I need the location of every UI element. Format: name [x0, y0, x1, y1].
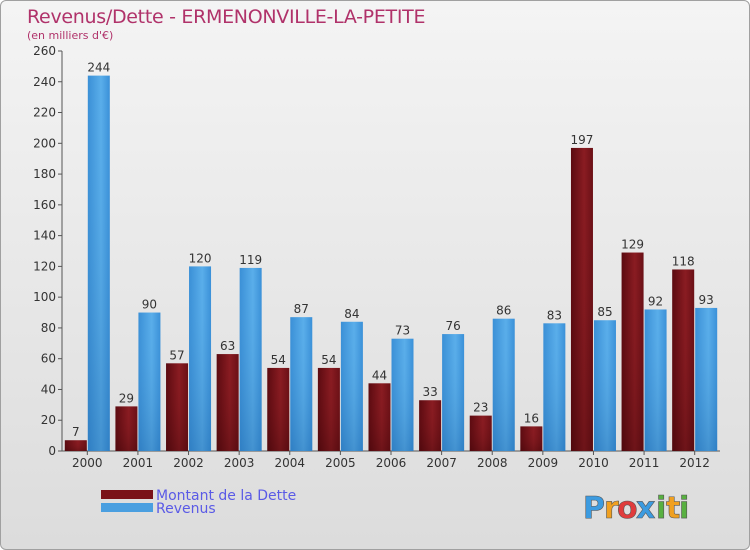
- x-tick-label: 2010: [578, 456, 609, 470]
- logo-letter: x: [636, 491, 655, 526]
- debt-value-label: 44: [372, 368, 387, 382]
- revenue-value-label: 119: [239, 253, 262, 267]
- revenue-value-label: 83: [547, 308, 562, 322]
- y-tick-label: 60: [41, 352, 56, 366]
- revenue-value-label: 84: [344, 307, 359, 321]
- debt-value-label: 197: [571, 133, 594, 147]
- revenue-bar-shade: [290, 317, 313, 451]
- debt-bar-shade: [368, 383, 391, 451]
- debt-value-label: 57: [169, 348, 184, 362]
- y-tick-label: 260: [33, 44, 56, 58]
- x-tick-label: 2005: [325, 456, 356, 470]
- debt-bar-shade: [216, 354, 239, 451]
- revenue-value-label: 90: [142, 298, 157, 312]
- x-tick-label: 2006: [376, 456, 407, 470]
- revenue-value-label: 244: [87, 61, 110, 75]
- x-tick-label: 2007: [426, 456, 457, 470]
- revenue-value-label: 86: [496, 304, 511, 318]
- debt-value-label: 33: [422, 385, 437, 399]
- legend-label-debt: Montant de la Dette: [156, 488, 296, 504]
- x-tick-label: 2011: [629, 456, 660, 470]
- x-tick-label: 2009: [528, 456, 559, 470]
- logo-letter: P: [583, 491, 605, 526]
- revenue-bar-shade: [87, 75, 110, 451]
- revenue-value-label: 93: [699, 293, 714, 307]
- logo-letter: o: [617, 491, 638, 526]
- logo-letter: i: [679, 491, 689, 526]
- y-tick-label: 20: [41, 413, 56, 427]
- x-tick-label: 2012: [679, 456, 710, 470]
- revenue-value-label: 73: [395, 324, 410, 338]
- logo-letter: t: [666, 491, 680, 526]
- debt-bar-shade: [469, 415, 492, 451]
- x-tick-label: 2003: [224, 456, 255, 470]
- y-tick-label: 0: [48, 444, 56, 458]
- y-tick-label: 220: [33, 106, 56, 120]
- debt-bar-shade: [419, 400, 442, 451]
- debt-bar-shade: [166, 363, 189, 451]
- y-tick-label: 200: [33, 136, 56, 150]
- debt-bar-shade: [570, 147, 593, 451]
- logo-letter: i: [656, 491, 666, 526]
- debt-value-label: 54: [271, 353, 286, 367]
- y-tick-label: 240: [33, 75, 56, 89]
- legend-swatch-debt: [101, 490, 153, 499]
- revenue-bar-shade: [695, 307, 718, 451]
- debt-value-label: 29: [119, 391, 134, 405]
- debt-value-label: 54: [321, 353, 336, 367]
- revenue-bar-shade: [189, 266, 212, 451]
- x-tick-label: 2008: [477, 456, 508, 470]
- debt-value-label: 63: [220, 339, 235, 353]
- revenue-bar-shade: [239, 267, 262, 451]
- debt-bar-shade: [317, 367, 340, 451]
- x-tick-label: 2004: [274, 456, 305, 470]
- revenue-bar-shade: [442, 334, 465, 451]
- revenue-value-label: 120: [189, 251, 212, 265]
- debt-value-label: 129: [621, 238, 644, 252]
- chart-title: Revenus/Dette - ERMENONVILLE-LA-PETITE: [27, 6, 426, 28]
- y-tick-label: 180: [33, 167, 56, 181]
- debt-value-label: 118: [672, 254, 695, 268]
- revenue-bar-shade: [593, 320, 616, 451]
- revenue-value-label: 87: [294, 302, 309, 316]
- debt-value-label: 23: [473, 401, 488, 415]
- debt-bar-shade: [64, 440, 87, 451]
- debt-value-label: 16: [524, 411, 539, 425]
- y-tick-label: 160: [33, 198, 56, 212]
- logo-letter: r: [604, 491, 619, 526]
- bars-group: [64, 75, 718, 451]
- revenue-bar-shade: [391, 338, 414, 451]
- y-tick-label: 40: [41, 382, 56, 396]
- revenue-value-label: 76: [445, 319, 460, 333]
- legend-swatch-revenue: [101, 503, 153, 512]
- y-tick-label: 80: [41, 321, 56, 335]
- revenue-bar-shade: [543, 323, 566, 451]
- debt-bar-shade: [621, 252, 644, 451]
- revenue-value-label: 92: [648, 294, 663, 308]
- x-tick-label: 2001: [123, 456, 154, 470]
- revenue-value-label: 85: [597, 305, 612, 319]
- x-tick-label: 2002: [173, 456, 204, 470]
- value-labels: 7 244 29 90 57 120 63 119 54 87 54 84 44 73 33 76 23 86 16…: [72, 61, 714, 440]
- debt-bar-shade: [267, 367, 290, 451]
- chart-subtitle: (en milliers d'€): [27, 29, 114, 42]
- y-tick-label: 120: [33, 259, 56, 273]
- y-tick-label: 100: [33, 290, 56, 304]
- revenue-bar-shade: [492, 318, 515, 451]
- revenue-bar-shade: [340, 321, 363, 451]
- x-tick-label: 2000: [72, 456, 103, 470]
- y-tick-label: 140: [33, 229, 56, 243]
- debt-value-label: 7: [72, 425, 80, 439]
- debt-bar-shade: [520, 426, 543, 451]
- revenue-bar-shade: [138, 312, 161, 451]
- legend-label-revenue: Revenus: [156, 501, 216, 517]
- debt-bar-shade: [115, 406, 138, 451]
- debt-bar-shade: [672, 269, 695, 451]
- revenue-bar-shade: [644, 309, 667, 451]
